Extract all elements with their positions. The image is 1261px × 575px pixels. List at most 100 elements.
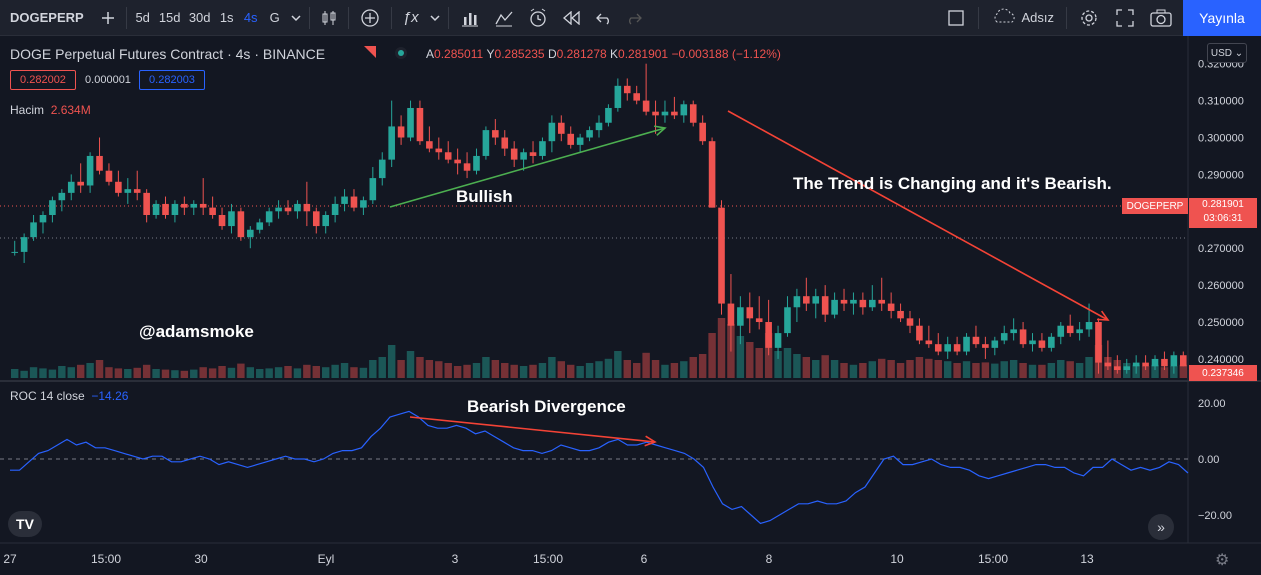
time-tick-label: 10: [890, 552, 904, 566]
candle-body: [1132, 362, 1140, 367]
annotation-author[interactable]: @adamsmoke: [139, 322, 254, 341]
candle-body: [86, 155, 94, 186]
volume-bar: [821, 355, 829, 378]
symbol-search-button[interactable]: DOGEPERP: [10, 10, 84, 25]
scroll-right-button[interactable]: »: [1148, 514, 1174, 540]
interval-1s[interactable]: 1s: [219, 10, 234, 25]
alert-icon[interactable]: [521, 0, 555, 36]
annotation-bullish[interactable]: Bullish: [456, 187, 513, 206]
gear-icon[interactable]: [1071, 0, 1107, 36]
add-symbol-icon[interactable]: [94, 0, 122, 36]
interval-30d[interactable]: 30d: [188, 10, 211, 25]
candle-body: [1142, 362, 1149, 367]
bars-icon[interactable]: [453, 0, 487, 36]
candle-body: [58, 192, 66, 201]
bullish-arrow-head: [654, 125, 667, 136]
redo-icon[interactable]: [619, 0, 649, 36]
volume-bar: [868, 361, 877, 378]
volume-bar: [124, 369, 132, 378]
interval-G[interactable]: G: [269, 10, 280, 25]
square-icon[interactable]: [938, 0, 974, 36]
volume-bar: [11, 369, 19, 378]
chart-canvas[interactable]: 0.3200000.3100000.3000000.2900000.280000…: [0, 36, 1261, 575]
candle-body: [680, 104, 688, 116]
candle-body: [407, 107, 414, 138]
volume-bar: [1009, 360, 1018, 378]
camera-icon[interactable]: [1143, 0, 1179, 36]
toolbar-divider: [390, 6, 392, 29]
interval-15d[interactable]: 15d: [158, 10, 181, 25]
time-tick-label: 27: [3, 552, 17, 566]
candle-body: [812, 296, 820, 304]
volume-bar: [680, 361, 688, 378]
chevron-down-icon[interactable]: [426, 0, 444, 36]
bid-price-box[interactable]: 0.282002: [10, 70, 76, 90]
volume-bar: [387, 345, 396, 378]
chevron-down-icon[interactable]: [287, 0, 305, 36]
volume-bar: [397, 360, 405, 378]
volume-bar: [369, 360, 377, 378]
bearish-trend-arrow: [727, 110, 1109, 321]
toolbar-divider: [447, 6, 449, 29]
settings-gear-icon[interactable]: ⚙: [1215, 552, 1230, 569]
volume-bar: [896, 363, 905, 378]
candle-body: [181, 203, 188, 208]
volume-bar: [991, 363, 999, 378]
candle-body: [925, 340, 933, 345]
volume-bar: [614, 351, 622, 378]
tradingview-logo[interactable]: TV: [8, 511, 42, 537]
annotation-trend[interactable]: The Trend is Changing and it's Bearish.: [793, 174, 1112, 193]
interval-5d[interactable]: 5d: [135, 10, 150, 25]
volume-bar: [284, 366, 292, 378]
volume-bar: [39, 368, 47, 378]
fullscreen-icon[interactable]: [1107, 0, 1143, 36]
candle-body: [1038, 340, 1046, 348]
status-dot-icon: [395, 47, 407, 59]
volume-bar: [519, 366, 528, 378]
volume-bar: [340, 363, 349, 378]
symbol-price-tag: DOGEPERP: [1122, 198, 1188, 214]
publish-button[interactable]: Yayınla: [1183, 0, 1261, 36]
candle-body: [718, 207, 725, 304]
replay-icon[interactable]: [555, 0, 589, 36]
plus-circle-icon[interactable]: [353, 0, 387, 36]
candle-body: [746, 307, 754, 319]
undo-icon[interactable]: [589, 0, 619, 36]
price-tick-label: 0.260000: [1198, 280, 1244, 292]
candle-body: [699, 122, 706, 142]
candle-body: [868, 299, 876, 308]
compare-icon[interactable]: [487, 0, 521, 36]
volume-bar: [378, 357, 386, 378]
candle-body: [991, 340, 999, 348]
fx-icon[interactable]: ƒx: [402, 9, 419, 26]
candle-body: [840, 299, 848, 304]
candle-body: [765, 322, 772, 348]
candle-body: [492, 130, 499, 138]
candle-body: [49, 200, 56, 215]
candle-body: [1029, 340, 1036, 345]
volume-bar: [632, 363, 641, 378]
candle-body: [652, 111, 659, 116]
candles-icon[interactable]: [314, 0, 344, 36]
candle-body: [275, 207, 282, 212]
interval-4s[interactable]: 4s: [243, 10, 258, 25]
volume-bar: [152, 369, 160, 378]
volume-bar: [472, 363, 481, 378]
volume-bar: [1151, 364, 1159, 378]
candle-body: [124, 189, 132, 193]
annotation-divergence[interactable]: Bearish Divergence: [467, 397, 626, 416]
volume-bar: [1047, 363, 1056, 378]
price-tick-label: 0.290000: [1198, 169, 1244, 181]
volume-bar: [359, 367, 368, 378]
volume-bar: [698, 354, 707, 378]
cloud-icon: [991, 8, 1017, 27]
candle-body: [454, 159, 461, 164]
layout-name-button[interactable]: Adsız: [983, 0, 1062, 36]
volume-bar: [567, 364, 575, 378]
ask-price-box[interactable]: 0.282003: [139, 70, 205, 90]
candle-body: [576, 137, 584, 145]
candle-body: [171, 203, 179, 215]
candle-body: [944, 344, 951, 352]
currency-select[interactable]: USD ⌄: [1207, 43, 1247, 63]
volume-legend: Hacim 2.634M: [10, 103, 91, 117]
